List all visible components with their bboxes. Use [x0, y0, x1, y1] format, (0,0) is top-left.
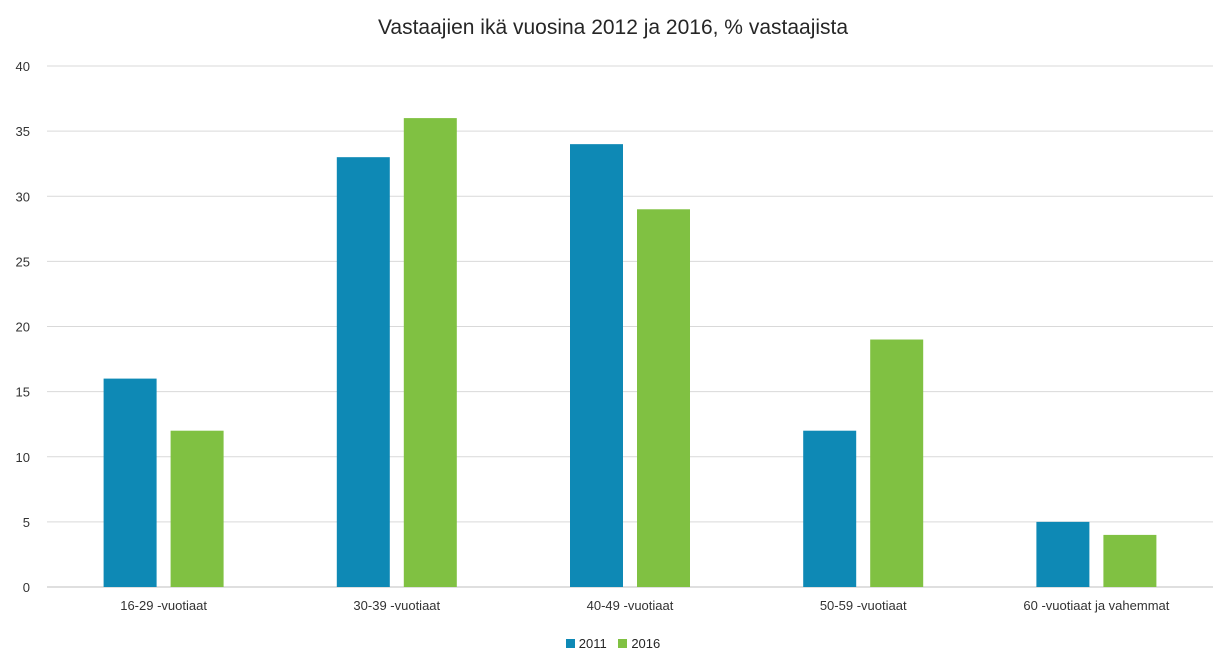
bar-series-1 [336, 157, 390, 588]
y-tick-label: 15 [16, 385, 30, 400]
legend-label-series-1: 2011 [578, 636, 607, 651]
legend-swatch-series-2 [618, 639, 628, 648]
bar-series-2 [870, 339, 924, 587]
bar-series-2 [403, 118, 457, 587]
x-tick-label: 50-59 -vuotiaat [820, 598, 907, 613]
y-tick-label: 0 [23, 580, 30, 595]
y-tick-label: 30 [16, 189, 30, 204]
bar-series-1 [570, 144, 623, 587]
y-tick-label: 10 [16, 450, 30, 465]
y-tick-label: 25 [16, 254, 30, 269]
y-tick-label: 40 [16, 59, 30, 74]
x-tick-label: 60 -vuotiaat ja vahemmat [1023, 598, 1169, 613]
bar-series-2 [1103, 534, 1157, 587]
y-tick-label: 35 [16, 124, 30, 139]
legend-item-series-2: 2016 [618, 636, 660, 651]
x-tick-label: 16-29 -vuotiaat [120, 598, 207, 613]
bar-series-2 [637, 209, 690, 587]
legend-item-series-1: 2011 [565, 636, 607, 651]
bar-series-1 [103, 378, 157, 587]
x-tick-label: 40-49 -vuotiaat [587, 598, 674, 613]
bar-series-1 [803, 430, 857, 587]
y-tick-label: 20 [16, 320, 30, 335]
chart-title: Vastaajien ikä vuosina 2012 ja 2016, % v… [377, 16, 849, 39]
y-tick-label: 5 [23, 515, 30, 530]
legend: 2011 2016 [0, 636, 1226, 651]
x-tick-label: 30-39 -vuotiaat [353, 598, 440, 613]
legend-label-series-2: 2016 [631, 636, 661, 651]
bar-series-1 [1036, 521, 1090, 587]
legend-swatch-series-1 [565, 639, 575, 648]
bar-series-2 [170, 430, 224, 587]
